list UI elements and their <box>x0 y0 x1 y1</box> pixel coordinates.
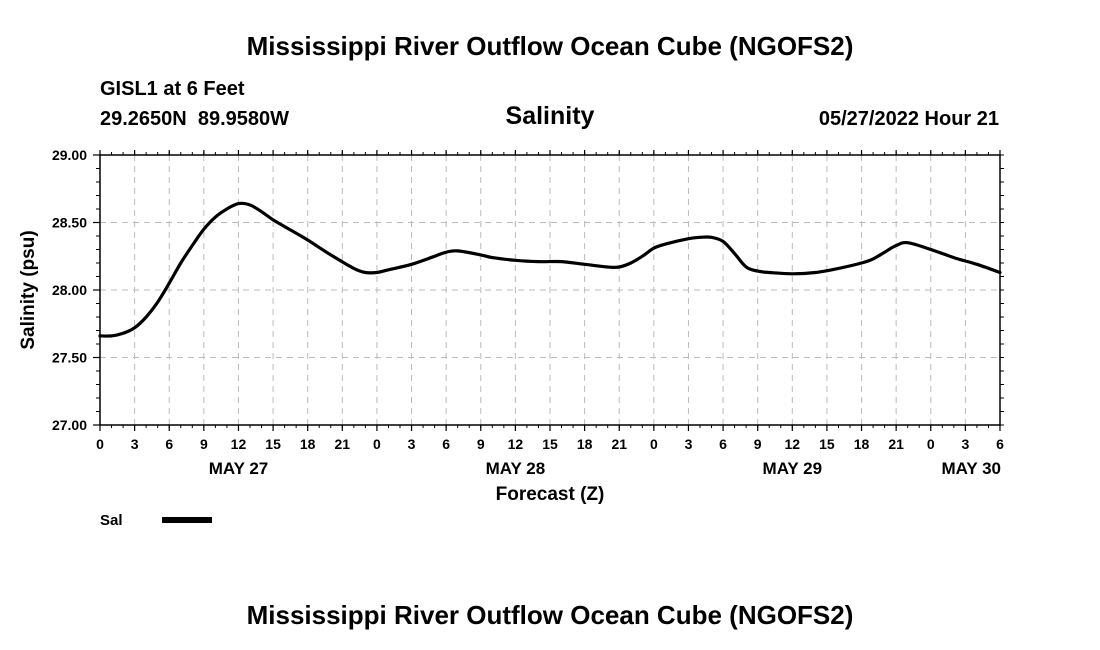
y-tick-label: 28.00 <box>52 282 87 298</box>
x-tick-label: 9 <box>200 436 208 452</box>
x-tick-label: 0 <box>927 436 935 452</box>
date-label: MAY 28 <box>486 459 546 478</box>
x-tick-label: 9 <box>754 436 762 452</box>
x-tick-label: 12 <box>508 436 524 452</box>
y-tick-label: 28.50 <box>52 215 87 231</box>
x-tick-label: 21 <box>611 436 627 452</box>
x-tick-label: 12 <box>231 436 247 452</box>
station-coordinates: 29.2650N 89.9580W <box>100 108 289 130</box>
x-tick-label: 0 <box>96 436 104 452</box>
x-tick-label: 0 <box>650 436 658 452</box>
x-tick-label: 0 <box>373 436 381 452</box>
x-tick-label: 3 <box>961 436 969 452</box>
x-tick-label: 15 <box>819 436 835 452</box>
x-tick-label: 18 <box>300 436 316 452</box>
x-tick-label: 6 <box>996 436 1004 452</box>
date-label: MAY 30 <box>941 459 1001 478</box>
chart-main-title: Mississippi River Outflow Ocean Cube (NG… <box>247 31 854 61</box>
station-label: GISL1 at 6 Feet <box>100 78 245 100</box>
y-axis-ticks: 27.00 27.50 28.00 28.50 29.00 <box>52 147 1004 433</box>
x-tick-label: 21 <box>888 436 904 452</box>
x-tick-label: 15 <box>265 436 281 452</box>
footer-title: Mississippi River Outflow Ocean Cube (NG… <box>247 600 854 630</box>
x-tick-label: 15 <box>542 436 558 452</box>
x-tick-label: 3 <box>408 436 416 452</box>
y-tick-label: 27.00 <box>52 417 87 433</box>
variable-title: Salinity <box>506 102 595 130</box>
x-tick-label: 3 <box>131 436 139 452</box>
forecast-run-time: 05/27/2022 Hour 21 <box>819 108 999 130</box>
date-label: MAY 29 <box>763 459 823 478</box>
date-label: MAY 27 <box>209 459 269 478</box>
x-tick-label: 9 <box>477 436 485 452</box>
y-axis-label: Salinity (psu) <box>18 230 39 349</box>
y-tick-label: 29.00 <box>52 147 87 163</box>
x-tick-label: 18 <box>577 436 593 452</box>
x-tick-label: 3 <box>685 436 693 452</box>
date-labels: MAY 27 MAY 28 MAY 29 MAY 30 <box>209 459 1001 478</box>
x-tick-label: 12 <box>785 436 801 452</box>
x-tick-label: 21 <box>335 436 351 452</box>
x-tick-label: 18 <box>854 436 870 452</box>
x-tick-label: 6 <box>719 436 727 452</box>
x-axis-label: Forecast (Z) <box>496 484 605 505</box>
legend-label: Sal <box>100 512 123 529</box>
x-tick-label: 6 <box>442 436 450 452</box>
plot-frame <box>99 154 1001 426</box>
y-tick-label: 27.50 <box>52 350 87 366</box>
grid <box>100 155 1000 425</box>
x-tick-label: 6 <box>165 436 173 452</box>
salinity-line <box>98 201 1002 338</box>
